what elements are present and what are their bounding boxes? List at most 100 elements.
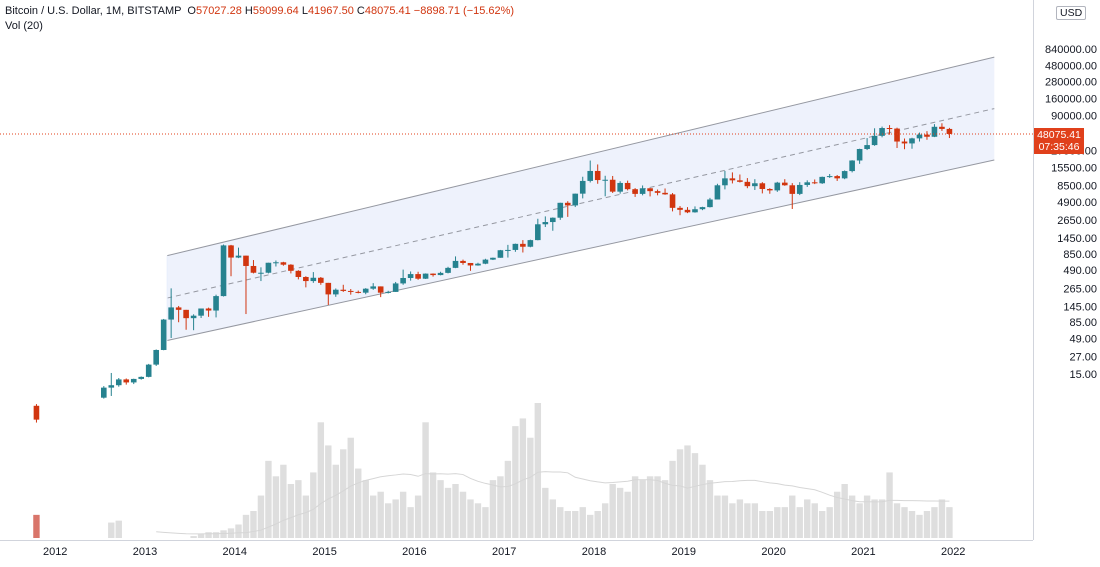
high-value: 59099.64 [252,5,299,17]
candle-body [647,188,653,192]
volume-bar [616,487,624,538]
candle-body [33,405,40,420]
time-tick-label: 2015 [312,546,336,558]
candle-body [183,309,189,319]
candle-body [145,364,152,377]
price-axis[interactable]: 840000.00 480000.00 280000.00 160000.00 9000… [1033,0,1100,540]
price-tick-label: 90000.00 [1051,110,1097,122]
candle-body [669,194,676,208]
candle-body [490,257,496,260]
volume-bar [579,507,586,538]
volume-indicator-label[interactable]: Vol (20) [5,20,43,32]
volume-bar [766,511,774,538]
price-tick-label: 840000.00 [1045,44,1097,56]
volume-bar [467,499,474,538]
candle-body [752,183,758,187]
volume-bar [676,449,684,538]
candle-body [347,290,354,292]
price-tick-label: 85.00 [1069,317,1097,329]
volume-bar [706,480,714,538]
volume-bar [422,422,429,538]
candle-body [280,262,287,265]
time-tick-label: 2019 [672,546,696,558]
candle-body [924,134,930,137]
volume-ma-line [156,471,950,535]
volume-bar [370,495,377,538]
time-axis-labels: 2012 2013 2014 2015 2016 2017 2018 2019 2020 2021… [43,546,965,558]
candle-body [377,286,384,293]
price-tick-label: 15500.00 [1051,163,1097,175]
volume-bar [33,514,40,538]
candle-body [198,308,204,316]
open-label: O [187,5,196,17]
candle-body [767,188,773,191]
parallel-channel[interactable] [166,56,995,341]
price-tick-label: 160000.00 [1045,93,1097,105]
volume-bar [362,480,369,538]
candle-body [243,255,249,266]
volume-bar [811,503,818,538]
candle-body [153,349,159,365]
currency-button[interactable]: USD [1056,6,1087,20]
time-tick-label: 2016 [402,546,426,558]
candle-body [871,135,878,146]
volume-bar [407,507,414,538]
volume-bar [482,507,489,538]
symbol-title[interactable]: Bitcoin / U.S. Dollar, 1M, BITSTAMP [5,5,182,17]
volume-bar [946,507,953,538]
candle-body [931,126,938,137]
volume-bar [414,495,422,538]
open-value: 57027.28 [195,5,242,17]
volume-bar [347,437,354,538]
candle-body [407,274,414,278]
candle-body [332,289,339,295]
volume-bar [789,495,796,538]
candle-body [856,149,863,161]
candle-body [759,183,766,189]
volume-bar [564,511,571,538]
candle-body [819,176,825,184]
price-tick-label: 8500.00 [1057,180,1097,192]
candle-body [213,296,219,311]
candle-body [789,185,796,194]
volume-bar [512,426,519,538]
candle-body [826,176,833,178]
candle-body [258,272,264,274]
volume-bar [527,437,534,538]
candle-body [609,179,616,192]
candle-body [602,179,608,181]
candle-body [452,260,459,268]
low-label: L [301,5,308,17]
candle-body [737,180,743,182]
candle-body [265,262,272,273]
time-axis[interactable]: 2012 2013 2014 2015 2016 2017 2018 2019 2020 2021… [0,540,1033,561]
volume-bar [841,484,848,538]
channel-median-line [167,108,995,299]
volume-bar [691,453,699,538]
candle-body [617,182,623,192]
volume-bar [474,503,482,538]
volume-bar [205,532,212,538]
volume-bar [736,499,744,538]
volume-bar [392,499,399,538]
candlestick-chart[interactable] [0,0,1033,540]
volume-bar [744,503,751,538]
volume-bar [572,511,579,538]
close-label: C [356,5,365,17]
candles-layer [33,123,953,423]
volume-bar [377,491,384,538]
candle-body [303,276,309,282]
candle-body [707,199,713,208]
candle-body [781,182,788,186]
candle-body [654,191,661,193]
price-tick-label: 15.00 [1069,369,1097,381]
candle-body [168,307,174,320]
candle-body [318,277,324,283]
candle-body [400,277,406,284]
volume-bar [833,491,841,538]
volume-bar [519,418,527,538]
candle-body [340,289,347,291]
volume-bar [534,403,542,538]
candle-body [512,243,519,250]
chart-area[interactable]: Bitcoin / U.S. Dollar, 1M, BITSTAMP O570… [0,0,1033,540]
